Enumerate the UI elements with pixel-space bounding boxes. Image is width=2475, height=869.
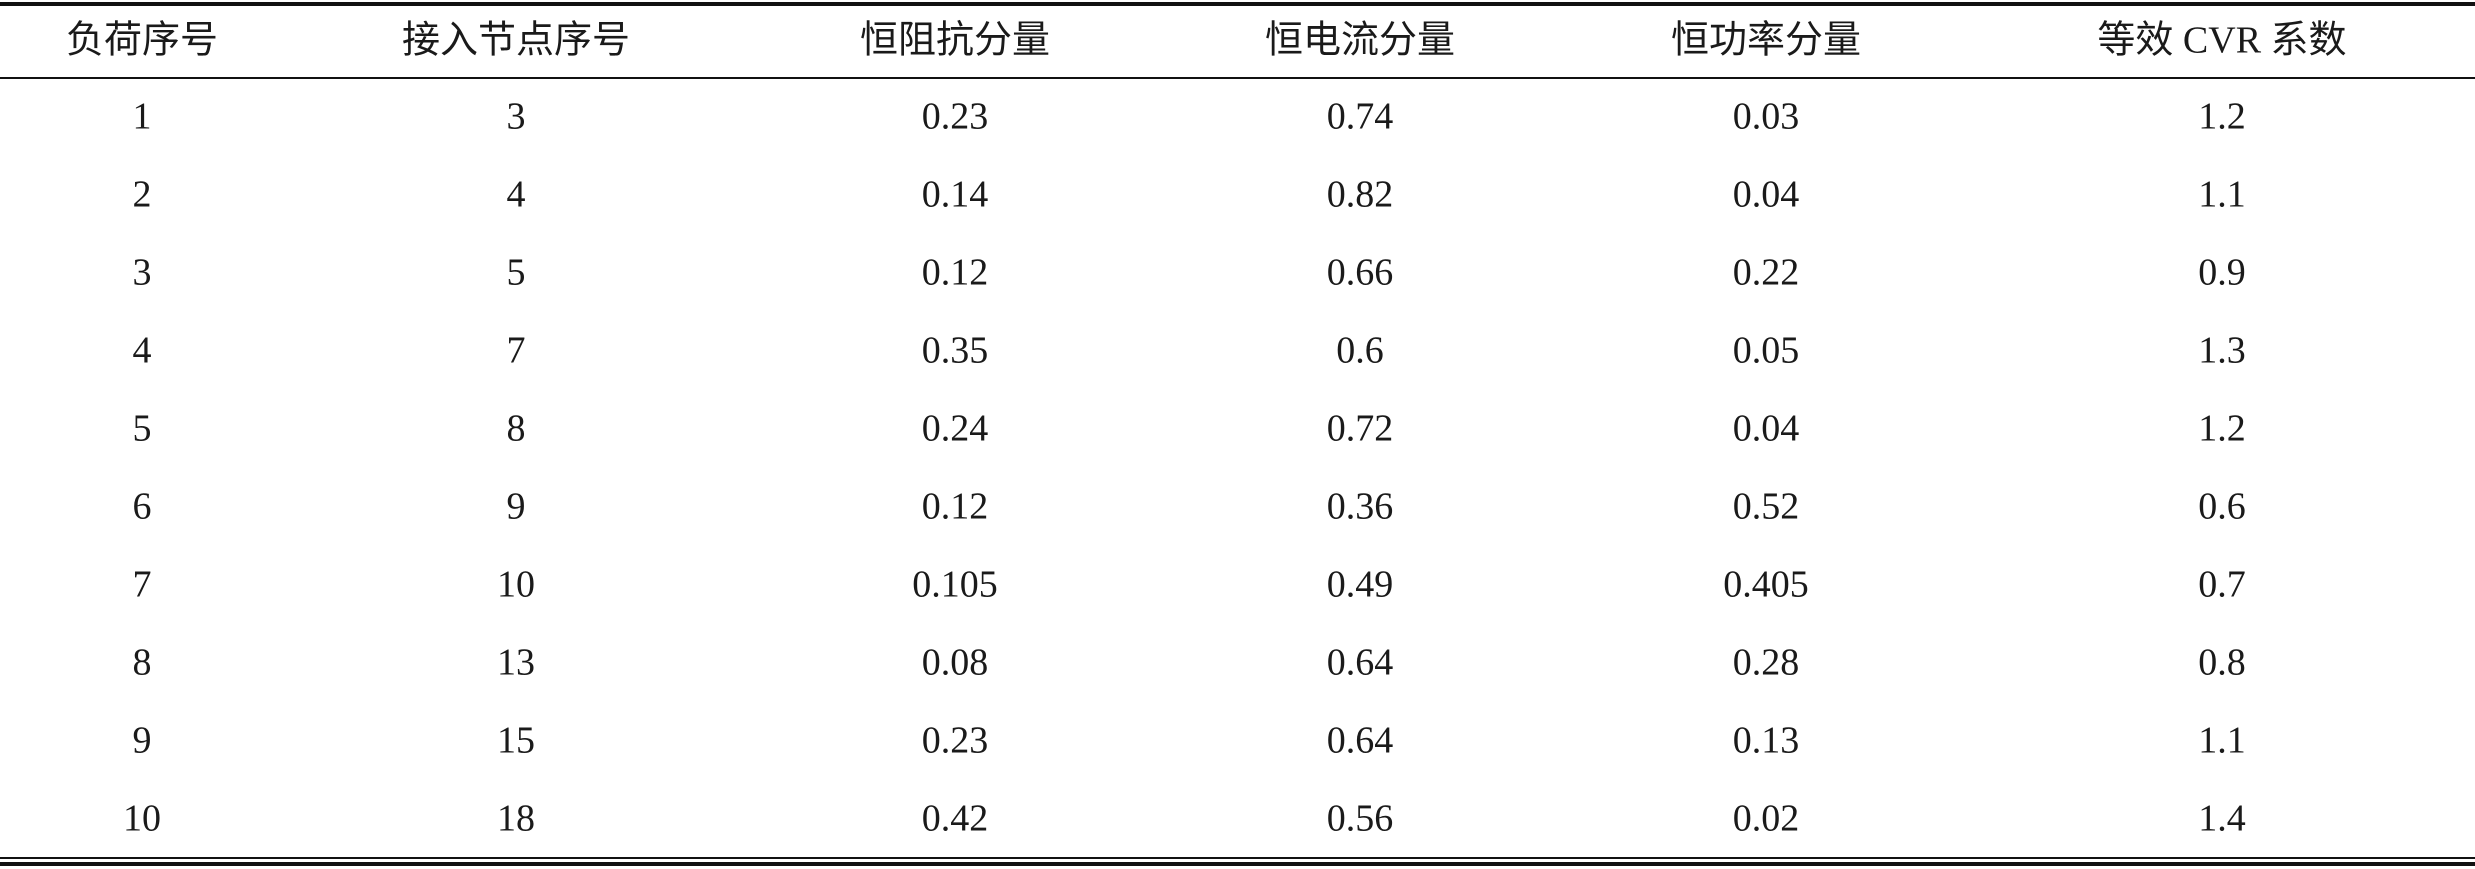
cell: 0.52	[1733, 486, 1800, 528]
cell: 0.24	[922, 408, 989, 450]
cell: 1.3	[2198, 330, 2246, 372]
cell: 0.13	[1733, 720, 1800, 762]
cell: 0.74	[1327, 96, 1394, 138]
cell: 0.7	[2198, 564, 2246, 606]
cell: 8	[133, 642, 152, 684]
cell: 0.02	[1733, 798, 1800, 840]
cell: 0.6	[1336, 330, 1384, 372]
cell: 7	[507, 330, 526, 372]
cell: 1.2	[2198, 408, 2246, 450]
header-cell: 恒功率分量	[1671, 20, 1861, 62]
cell: 1.4	[2198, 798, 2246, 840]
cell: 0.66	[1327, 252, 1394, 294]
cell: 0.05	[1733, 330, 1800, 372]
cell: 18	[497, 798, 535, 840]
cell: 0.64	[1327, 642, 1394, 684]
cell: 10	[123, 798, 161, 840]
cell: 0.105	[912, 564, 998, 606]
cell: 0.12	[922, 252, 989, 294]
header-cell: 等效 CVR 系数	[2097, 20, 2346, 62]
cell: 0.23	[922, 720, 989, 762]
cell: 3	[507, 96, 526, 138]
cell: 2	[133, 174, 152, 216]
cell: 0.82	[1327, 174, 1394, 216]
cell: 0.49	[1327, 564, 1394, 606]
cell: 0.04	[1733, 174, 1800, 216]
cell: 13	[497, 642, 535, 684]
cell: 0.35	[922, 330, 989, 372]
cell: 0.14	[922, 174, 989, 216]
cell: 0.22	[1733, 252, 1800, 294]
cell: 0.08	[922, 642, 989, 684]
cell: 5	[507, 252, 526, 294]
cell: 4	[133, 330, 152, 372]
cell: 0.8	[2198, 642, 2246, 684]
cell: 0.12	[922, 486, 989, 528]
cell: 0.64	[1327, 720, 1394, 762]
cell: 0.6	[2198, 486, 2246, 528]
cell: 0.03	[1733, 96, 1800, 138]
cell: 1.1	[2198, 720, 2246, 762]
cell: 6	[133, 486, 152, 528]
cell: 3	[133, 252, 152, 294]
cell: 7	[133, 564, 152, 606]
cell: 1.1	[2198, 174, 2246, 216]
cell: 0.405	[1723, 564, 1809, 606]
header-cell: 恒电流分量	[1265, 20, 1455, 62]
cell: 1.2	[2198, 96, 2246, 138]
cell: 15	[497, 720, 535, 762]
cell: 0.56	[1327, 798, 1394, 840]
cell: 4	[507, 174, 526, 216]
cell: 1	[133, 96, 152, 138]
cell: 5	[133, 408, 152, 450]
header-cell: 负荷序号	[66, 20, 218, 62]
cell: 0.72	[1327, 408, 1394, 450]
cell: 9	[507, 486, 526, 528]
cell: 0.04	[1733, 408, 1800, 450]
cell: 9	[133, 720, 152, 762]
header-cell: 恒阻抗分量	[860, 20, 1050, 62]
cell: 0.28	[1733, 642, 1800, 684]
cell: 0.36	[1327, 486, 1394, 528]
cell: 10	[497, 564, 535, 606]
cell: 0.23	[922, 96, 989, 138]
cell: 0.9	[2198, 252, 2246, 294]
cell: 8	[507, 408, 526, 450]
header-cell: 接入节点序号	[402, 20, 630, 62]
cell: 0.42	[922, 798, 989, 840]
